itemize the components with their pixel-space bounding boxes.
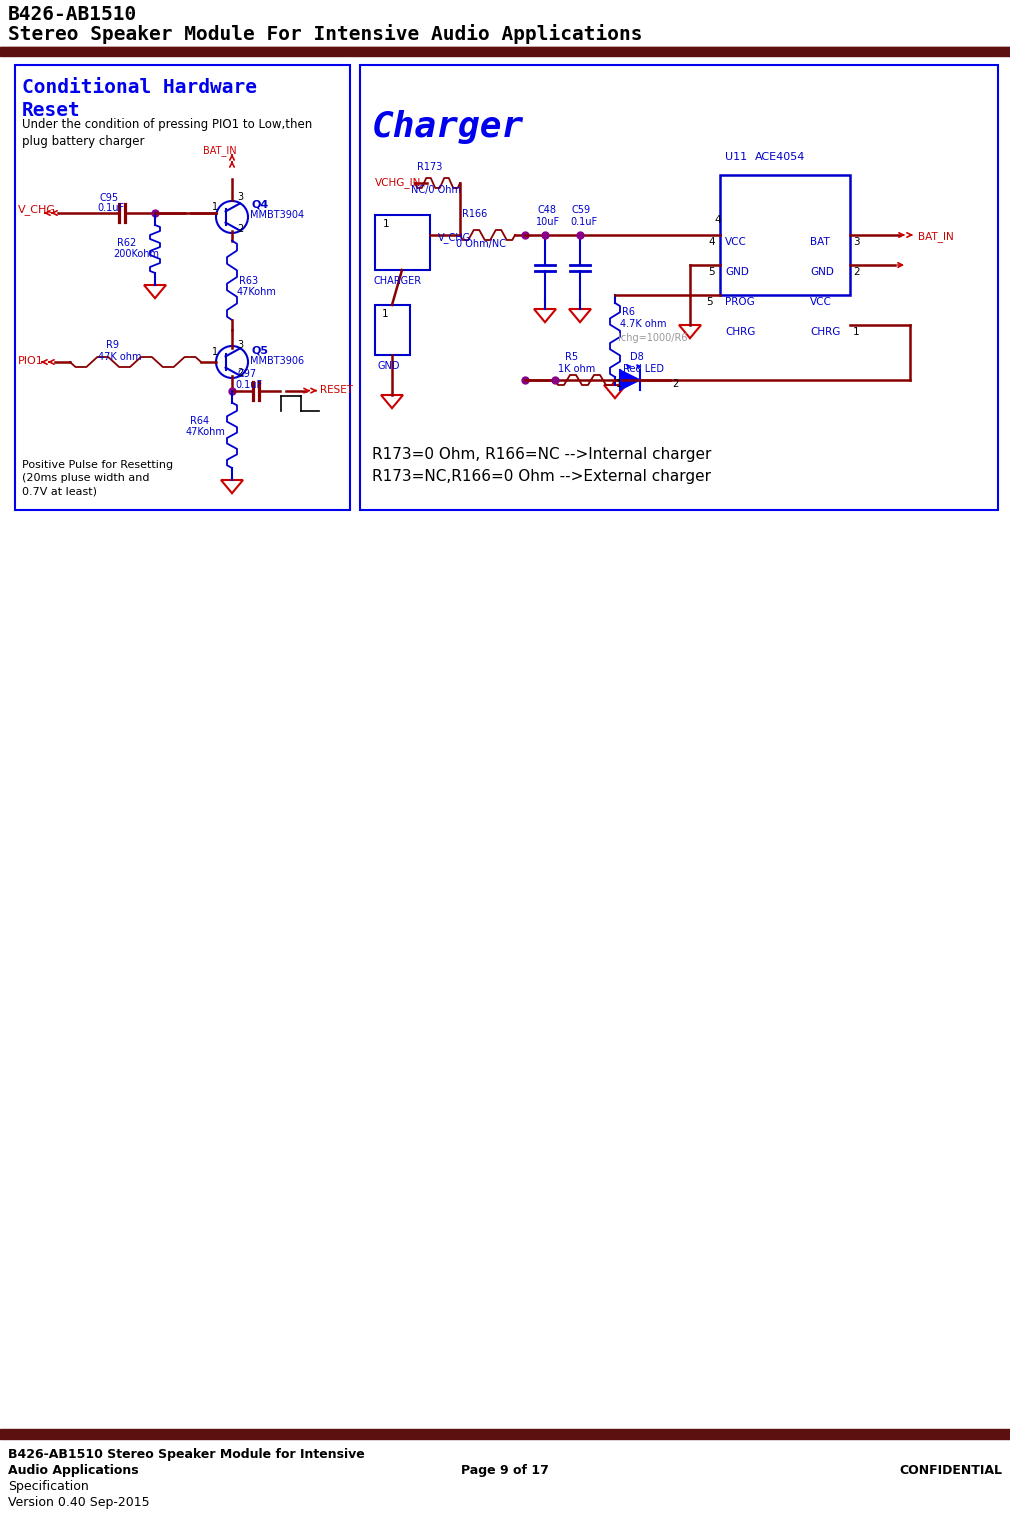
Text: 2: 2 [237, 225, 243, 234]
Text: Q5: Q5 [252, 344, 269, 355]
Text: CHRG: CHRG [725, 328, 755, 337]
Text: 10uF: 10uF [536, 217, 561, 228]
Text: 47Kohm: 47Kohm [186, 426, 226, 437]
Text: VCHG_IN: VCHG_IN [375, 177, 421, 188]
Text: R166: R166 [462, 209, 487, 218]
Text: 0 Ohm/NC: 0 Ohm/NC [456, 240, 506, 249]
Text: 2: 2 [237, 369, 243, 378]
Text: 0.1uF: 0.1uF [97, 203, 124, 212]
Text: 3: 3 [237, 340, 243, 350]
Text: PIO1: PIO1 [18, 356, 43, 366]
Text: 5: 5 [706, 297, 713, 306]
Text: BAT: BAT [810, 237, 830, 247]
Text: C95: C95 [100, 193, 119, 203]
Text: 1: 1 [853, 328, 860, 337]
Text: R5: R5 [565, 352, 578, 363]
Text: Under the condition of pressing PIO1 to Low,then
plug battery charger: Under the condition of pressing PIO1 to … [22, 118, 312, 149]
Text: BAT_IN: BAT_IN [918, 231, 953, 241]
Text: Audio Applications: Audio Applications [8, 1464, 138, 1478]
Text: 200Kohm: 200Kohm [113, 249, 159, 259]
Text: 1: 1 [382, 309, 389, 319]
Text: V_CHG: V_CHG [438, 232, 471, 243]
Text: CHARGER: CHARGER [373, 276, 421, 287]
Text: 1: 1 [212, 347, 218, 356]
Text: D8: D8 [630, 352, 643, 363]
Text: 47K ohm: 47K ohm [98, 352, 141, 363]
Text: GND: GND [810, 267, 834, 278]
Text: R173: R173 [417, 162, 442, 171]
Text: R62: R62 [117, 238, 136, 247]
Text: Specification: Specification [8, 1481, 89, 1493]
Bar [360, 65, 998, 510]
Text: Conditional Hardware
Reset: Conditional Hardware Reset [22, 77, 257, 120]
Text: MMBT3904: MMBT3904 [250, 209, 304, 220]
Text: 1: 1 [616, 379, 622, 388]
Text: VCC: VCC [725, 237, 746, 247]
Text: NC/0 Ohm: NC/0 Ohm [411, 185, 461, 196]
Polygon shape [620, 370, 640, 390]
Text: CONFIDENTIAL: CONFIDENTIAL [899, 1464, 1002, 1478]
Text: C97: C97 [237, 369, 257, 379]
Bar [15, 65, 350, 510]
Text: Red LED: Red LED [623, 364, 664, 375]
Text: RESET: RESET [320, 385, 354, 394]
Text: B426-AB1510: B426-AB1510 [8, 5, 137, 24]
Bar [0, 47, 1010, 56]
Text: U11: U11 [725, 152, 747, 162]
Text: Q4: Q4 [252, 199, 270, 209]
Text: 0.1uF: 0.1uF [235, 379, 263, 390]
Text: C48: C48 [537, 205, 556, 215]
Text: 1K ohm: 1K ohm [558, 364, 595, 375]
Text: Positive Pulse for Resetting
(20ms pluse width and
0.7V at least): Positive Pulse for Resetting (20ms pluse… [22, 460, 173, 496]
Bar [375, 215, 430, 270]
Text: R6: R6 [622, 306, 635, 317]
Text: Charger: Charger [372, 111, 524, 144]
Text: ACE4054: ACE4054 [755, 152, 805, 162]
Text: R9: R9 [106, 340, 119, 350]
Text: R63: R63 [239, 276, 259, 287]
Text: VCC: VCC [810, 297, 832, 306]
Text: V_CHG: V_CHG [18, 203, 56, 215]
Text: PROG: PROG [725, 297, 754, 306]
Text: 5: 5 [708, 267, 715, 278]
Text: 1: 1 [383, 218, 390, 229]
Text: 3: 3 [237, 193, 243, 202]
Text: 4: 4 [708, 237, 715, 247]
Text: BAT_IN: BAT_IN [203, 146, 236, 156]
Text: 3: 3 [853, 237, 860, 247]
Text: GND: GND [378, 361, 401, 372]
Text: 2: 2 [853, 267, 860, 278]
Text: Stereo Speaker Module For Intensive Audio Applications: Stereo Speaker Module For Intensive Audi… [8, 24, 642, 44]
Text: GND: GND [725, 267, 748, 278]
Bar [720, 174, 850, 294]
Text: CHRG: CHRG [810, 328, 840, 337]
Text: Version 0.40 Sep-2015: Version 0.40 Sep-2015 [8, 1496, 149, 1509]
Text: R64: R64 [190, 416, 209, 426]
Text: 4.7K ohm: 4.7K ohm [620, 319, 667, 329]
Text: C59: C59 [572, 205, 591, 215]
Bar [0, 1431, 1010, 1440]
Text: 4: 4 [714, 215, 720, 225]
Text: 47Kohm: 47Kohm [237, 287, 277, 297]
Bar [375, 305, 410, 355]
Text: MMBT3906: MMBT3906 [250, 356, 304, 366]
Text: R173=0 Ohm, R166=NC -->Internal charger
R173=NC,R166=0 Ohm -->External charger: R173=0 Ohm, R166=NC -->Internal charger … [372, 448, 711, 484]
Text: 0.1uF: 0.1uF [570, 217, 597, 228]
Text: Page 9 of 17: Page 9 of 17 [461, 1464, 549, 1478]
Text: B426-AB1510 Stereo Speaker Module for Intensive: B426-AB1510 Stereo Speaker Module for In… [8, 1449, 365, 1461]
Text: 1: 1 [212, 202, 218, 212]
Text: Ichg=1000/R6: Ichg=1000/R6 [618, 334, 688, 343]
Text: 2: 2 [672, 379, 679, 388]
